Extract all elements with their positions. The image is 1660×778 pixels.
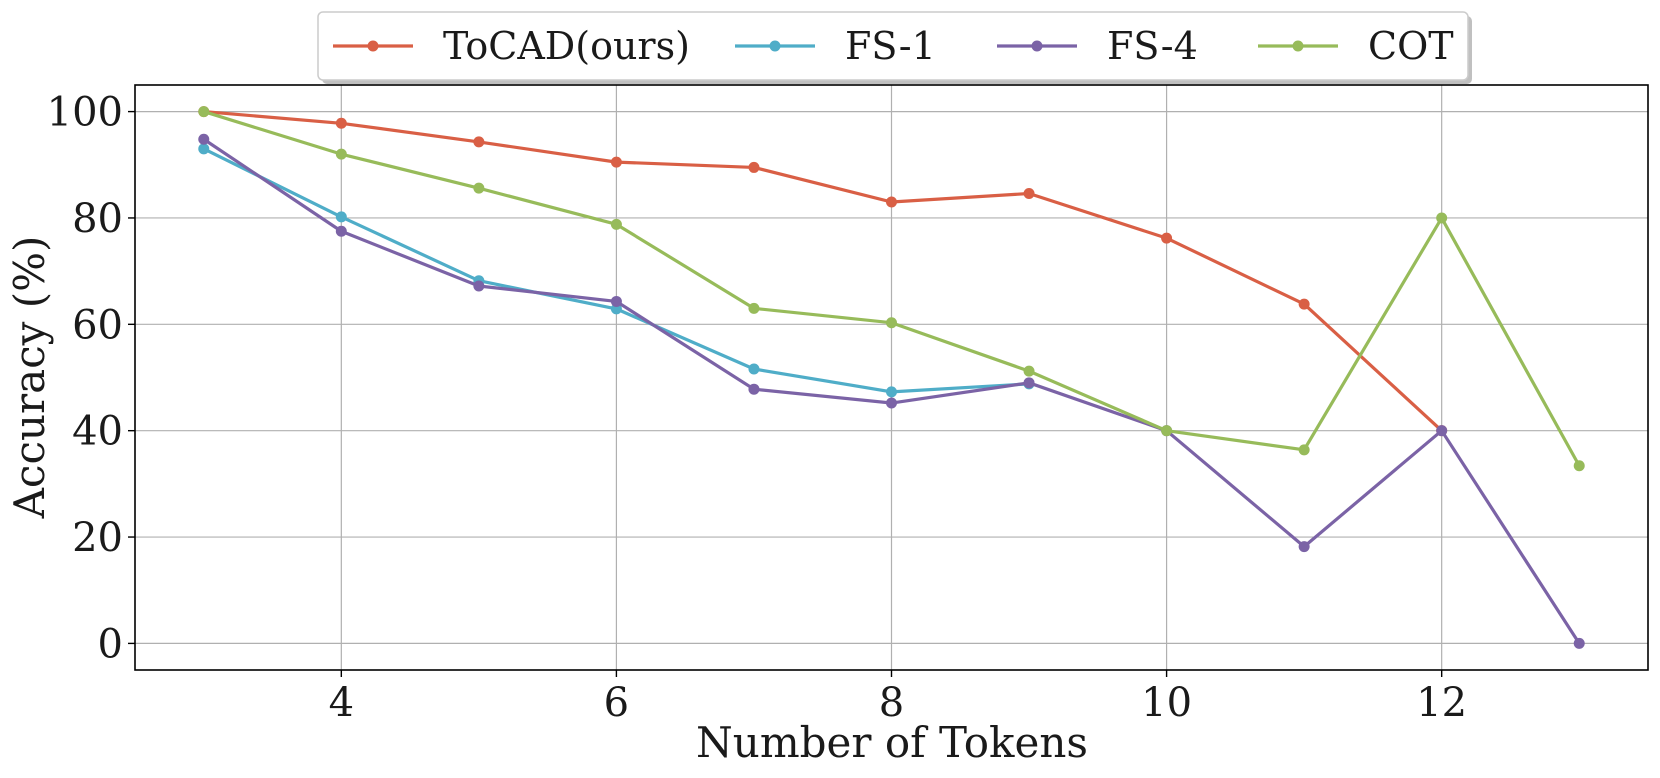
legend-label-fs-4: FS-4 xyxy=(1107,24,1198,68)
y-axis-label: Accuracy (%) xyxy=(5,236,54,520)
data-point-fs-1 xyxy=(748,363,760,375)
x-tick-label: 8 xyxy=(879,680,904,726)
data-point-fs-4 xyxy=(473,280,485,292)
data-point-fs-4 xyxy=(1573,637,1585,649)
data-point-cot xyxy=(473,182,485,194)
y-tick-label: 80 xyxy=(72,196,123,242)
x-tick-label: 10 xyxy=(1141,680,1192,726)
x-tick-label: 12 xyxy=(1416,680,1467,726)
legend-marker-fs-4 xyxy=(1031,40,1043,52)
x-axis-label: Number of Tokens xyxy=(696,718,1088,767)
data-point-cot xyxy=(1161,425,1173,437)
legend-marker-tocad-ours xyxy=(367,40,379,52)
data-point-fs-4 xyxy=(1436,425,1448,437)
legend-box xyxy=(317,11,1469,81)
legend-entry-tocad-ours: ToCAD(ours) xyxy=(333,24,690,68)
data-point-cot xyxy=(886,317,897,329)
data-point-fs-4 xyxy=(886,397,897,409)
grid-layer xyxy=(135,85,1648,670)
legend-label-tocad-ours: ToCAD(ours) xyxy=(443,24,690,68)
data-point-tocad-ours xyxy=(473,136,485,148)
legend-marker-cot xyxy=(1292,40,1304,52)
data-point-fs-1 xyxy=(886,386,897,398)
data-point-tocad-ours xyxy=(1023,187,1035,199)
data-point-fs-4 xyxy=(1298,541,1310,553)
data-point-cot xyxy=(198,106,210,118)
y-tick-label: 20 xyxy=(72,515,123,561)
data-point-fs-4 xyxy=(198,133,210,145)
data-point-cot xyxy=(610,218,622,230)
y-tick-label: 100 xyxy=(47,90,123,136)
series-layer xyxy=(198,106,1585,649)
legend-entry-fs-4: FS-4 xyxy=(997,24,1198,68)
data-point-tocad-ours xyxy=(886,196,897,208)
data-point-cot xyxy=(335,148,347,160)
series-tocad-ours xyxy=(198,106,1448,437)
data-point-tocad-ours xyxy=(1298,298,1310,310)
y-tick-label: 0 xyxy=(98,621,123,667)
data-point-cot xyxy=(1436,212,1448,224)
series-line-tocad-ours xyxy=(203,109,1443,432)
legend-marker-fs-1 xyxy=(769,40,781,52)
x-tick-label: 6 xyxy=(604,680,629,726)
data-point-cot xyxy=(748,302,760,314)
series-cot xyxy=(198,106,1585,472)
data-point-fs-4 xyxy=(748,383,760,395)
data-point-fs-1 xyxy=(198,143,210,155)
data-point-tocad-ours xyxy=(1161,232,1173,244)
legend-label-fs-1: FS-1 xyxy=(845,24,936,68)
data-point-fs-4 xyxy=(335,225,347,237)
data-point-tocad-ours xyxy=(335,117,347,129)
legend-label-cot: COT xyxy=(1368,24,1454,68)
data-point-tocad-ours xyxy=(610,156,622,168)
axes-layer: 4 6 8 10 12 0 20 40 60 80 100 xyxy=(47,84,1649,726)
legend-entry-cot: COT xyxy=(1258,24,1454,68)
y-tick-label: 40 xyxy=(72,409,123,455)
y-tick-label: 60 xyxy=(72,302,123,348)
data-point-tocad-ours xyxy=(748,161,760,173)
data-point-cot xyxy=(1573,460,1585,472)
data-point-cot xyxy=(1023,365,1035,377)
data-point-fs-4 xyxy=(1023,377,1035,389)
legend-entry-fs-1: FS-1 xyxy=(735,24,936,68)
x-tick-label: 4 xyxy=(329,680,354,726)
data-point-fs-4 xyxy=(610,295,622,307)
data-point-fs-1 xyxy=(335,211,347,223)
data-point-cot xyxy=(1298,444,1310,456)
legend: ToCAD(ours) FS-1 FS-4 COT xyxy=(317,11,1472,84)
